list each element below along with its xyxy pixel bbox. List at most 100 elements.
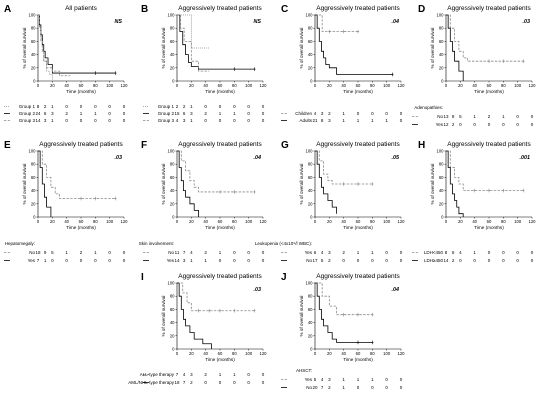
panel-letter: G: [281, 140, 289, 151]
risk-count: 1: [342, 118, 345, 123]
x-tick-label: 120: [260, 219, 268, 224]
risk-count: 21: [312, 118, 318, 123]
risk-count: 0: [233, 118, 236, 123]
risk-table-title: AHSCT:: [296, 368, 312, 373]
y-tick-label: 80: [31, 26, 36, 31]
y-axis-label: % of overall survival: [430, 164, 435, 205]
x-tick-label: 80: [93, 83, 98, 88]
risk-count: 0: [262, 118, 265, 123]
risk-count: 0: [219, 118, 222, 123]
risk-count: 1: [357, 118, 360, 123]
risk-count: 6: [452, 250, 455, 255]
risk-count: 7: [183, 250, 186, 255]
risk-count: 1: [233, 372, 236, 377]
y-tick-label: 0: [172, 79, 175, 84]
risk-table-title: Skin involvement:: [139, 241, 174, 246]
risk-count: 4: [459, 250, 462, 255]
x-tick-label: 60: [79, 219, 84, 224]
risk-count: 0: [531, 122, 534, 127]
risk-count: 0: [219, 104, 222, 109]
risk-count: 2: [488, 114, 491, 119]
x-tick-label: 20: [458, 83, 463, 88]
risk-count: 6: [44, 111, 47, 116]
y-tick-label: 20: [170, 333, 175, 338]
x-tick-label: 120: [121, 219, 129, 224]
series-curve: [177, 282, 255, 312]
p-value: .05: [392, 155, 400, 161]
x-tick-label: 20: [189, 83, 194, 88]
series-curve: [177, 150, 255, 193]
risk-count: 5: [459, 114, 462, 119]
x-tick-label: 40: [472, 219, 477, 224]
risk-count: 0: [262, 250, 265, 255]
panel-d: D Aggressively treated patients0204060801…: [412, 4, 536, 127]
x-tick-label: 100: [383, 219, 391, 224]
y-tick-label: 100: [306, 13, 314, 18]
risk-count: 2: [183, 104, 186, 109]
y-axis-label: % of overall survival: [430, 28, 435, 69]
x-tick-label: 20: [50, 219, 55, 224]
y-tick-label: 100: [437, 13, 445, 18]
risk-count: 0: [516, 122, 519, 127]
risk-count: 18: [35, 250, 41, 255]
panel-c: C Aggressively treated patients0204060801…: [281, 4, 405, 123]
risk-count: 0: [371, 111, 374, 116]
y-tick-label: 40: [308, 52, 313, 57]
y-tick-label: 100: [437, 149, 445, 154]
legend-label: LDH<450: [424, 250, 444, 255]
legend-label: No: [437, 114, 443, 119]
legend-label: No: [168, 250, 174, 255]
y-tick-label: 80: [439, 26, 444, 31]
risk-count: 1: [371, 377, 374, 382]
y-axis-label: % of overall survival: [22, 164, 27, 205]
y-tick-label: 20: [308, 333, 313, 338]
y-axis-label: % of overall survival: [161, 164, 166, 205]
legend-label: Children: [295, 111, 312, 116]
risk-count: 0: [531, 250, 534, 255]
y-tick-label: 80: [439, 162, 444, 167]
risk-count: 0: [108, 104, 111, 109]
x-tick-label: 120: [398, 83, 406, 88]
risk-count: 0: [204, 380, 207, 385]
legend-label: Yes: [167, 258, 175, 263]
x-tick-label: 20: [458, 219, 463, 224]
y-tick-label: 60: [308, 307, 313, 312]
x-tick-label: 120: [260, 351, 268, 356]
x-tick-label: 60: [356, 83, 361, 88]
panel-b: B Aggressively treated patients0204060801…: [141, 4, 267, 123]
risk-count: 6: [314, 250, 317, 255]
x-tick-label: 100: [383, 351, 391, 356]
panel-letter: D: [418, 4, 425, 15]
panel-h: H Aggressively treated patients0204060801…: [412, 140, 536, 263]
risk-count: 1: [385, 118, 388, 123]
risk-count: 4: [190, 250, 193, 255]
x-tick-label: 60: [218, 219, 223, 224]
risk-count: 0: [94, 118, 97, 123]
risk-count: 15: [174, 111, 180, 116]
risk-table-title: Hepatomegaly:: [5, 241, 35, 246]
risk-count: 0: [400, 258, 403, 263]
y-tick-label: 40: [439, 52, 444, 57]
y-tick-label: 100: [306, 281, 314, 286]
panel-letter: E: [4, 140, 11, 151]
y-axis-label: % of overall survival: [161, 296, 166, 337]
risk-count: 0: [247, 250, 250, 255]
risk-count: 0: [233, 380, 236, 385]
risk-count: 14: [443, 258, 449, 263]
risk-count: 0: [371, 258, 374, 263]
risk-count: 0: [385, 258, 388, 263]
y-tick-label: 0: [310, 347, 313, 352]
risk-count: 6: [183, 111, 186, 116]
panel-title: Aggressively treated patients: [447, 5, 531, 12]
legend-label: Adults: [299, 118, 312, 123]
y-tick-label: 60: [439, 175, 444, 180]
x-tick-label: 100: [383, 83, 391, 88]
risk-count: 1: [342, 385, 345, 390]
x-tick-label: 120: [398, 351, 406, 356]
series-curve: [38, 150, 116, 199]
risk-count: 0: [473, 258, 476, 263]
risk-count: 0: [531, 258, 534, 263]
x-tick-label: 0: [37, 219, 40, 224]
risk-count: 1: [357, 377, 360, 382]
risk-count: 17: [312, 258, 318, 263]
